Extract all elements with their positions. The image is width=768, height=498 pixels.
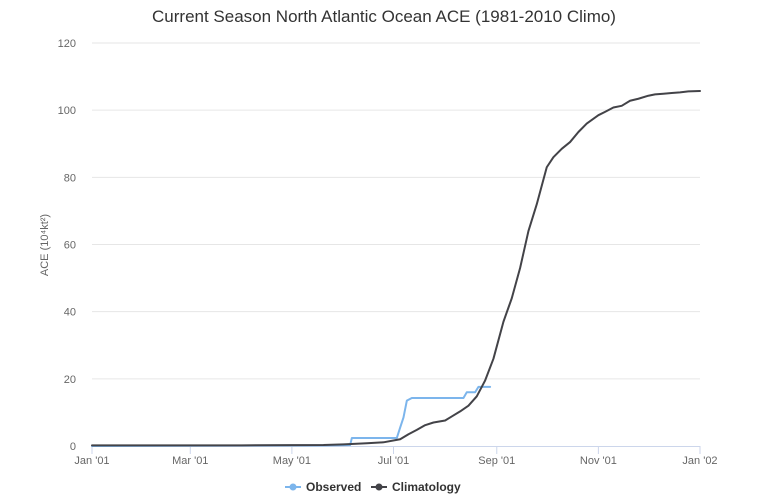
y-tick-label: 80 xyxy=(64,172,76,184)
legend-label: Climatology xyxy=(392,480,461,494)
x-tick-label: Mar '01 xyxy=(172,455,208,467)
legend: Observed Climatology xyxy=(285,480,461,494)
grid-lines xyxy=(92,42,700,380)
legend-label: Observed xyxy=(306,480,361,494)
chart-title: Current Season North Atlantic Ocean ACE … xyxy=(152,7,616,26)
y-tick-label: 40 xyxy=(64,307,76,319)
y-axis-title: ACE (10⁴kt²) xyxy=(39,214,51,276)
y-tick-label: 0 xyxy=(70,441,76,453)
y-tick-label: 120 xyxy=(58,38,76,50)
x-tick-label: Jan '02 xyxy=(682,455,717,467)
legend-item-observed[interactable]: Observed xyxy=(285,480,361,494)
y-tick-label: 60 xyxy=(64,240,76,252)
x-axis-ticks: Jan '01 Mar '01 May '01 Jul '01 Sep '01 Nov '… xyxy=(74,446,718,467)
legend-marker xyxy=(375,483,383,491)
y-tick-label: 100 xyxy=(58,105,76,117)
legend-marker xyxy=(289,483,297,491)
y-axis-ticks: 0 20 40 60 80 100 120 xyxy=(58,38,76,453)
x-tick-label: Jul '01 xyxy=(378,455,409,467)
x-tick-label: Nov '01 xyxy=(580,455,617,467)
series-line-observed xyxy=(91,385,492,447)
x-tick-label: May '01 xyxy=(273,455,311,467)
x-tick-label: Jan '01 xyxy=(74,455,109,467)
series-lines xyxy=(91,90,701,447)
legend-item-climatology[interactable]: Climatology xyxy=(371,480,461,494)
x-tick-label: Sep '01 xyxy=(478,455,515,467)
series-line-climatology xyxy=(91,90,701,447)
y-tick-label: 20 xyxy=(64,374,76,386)
